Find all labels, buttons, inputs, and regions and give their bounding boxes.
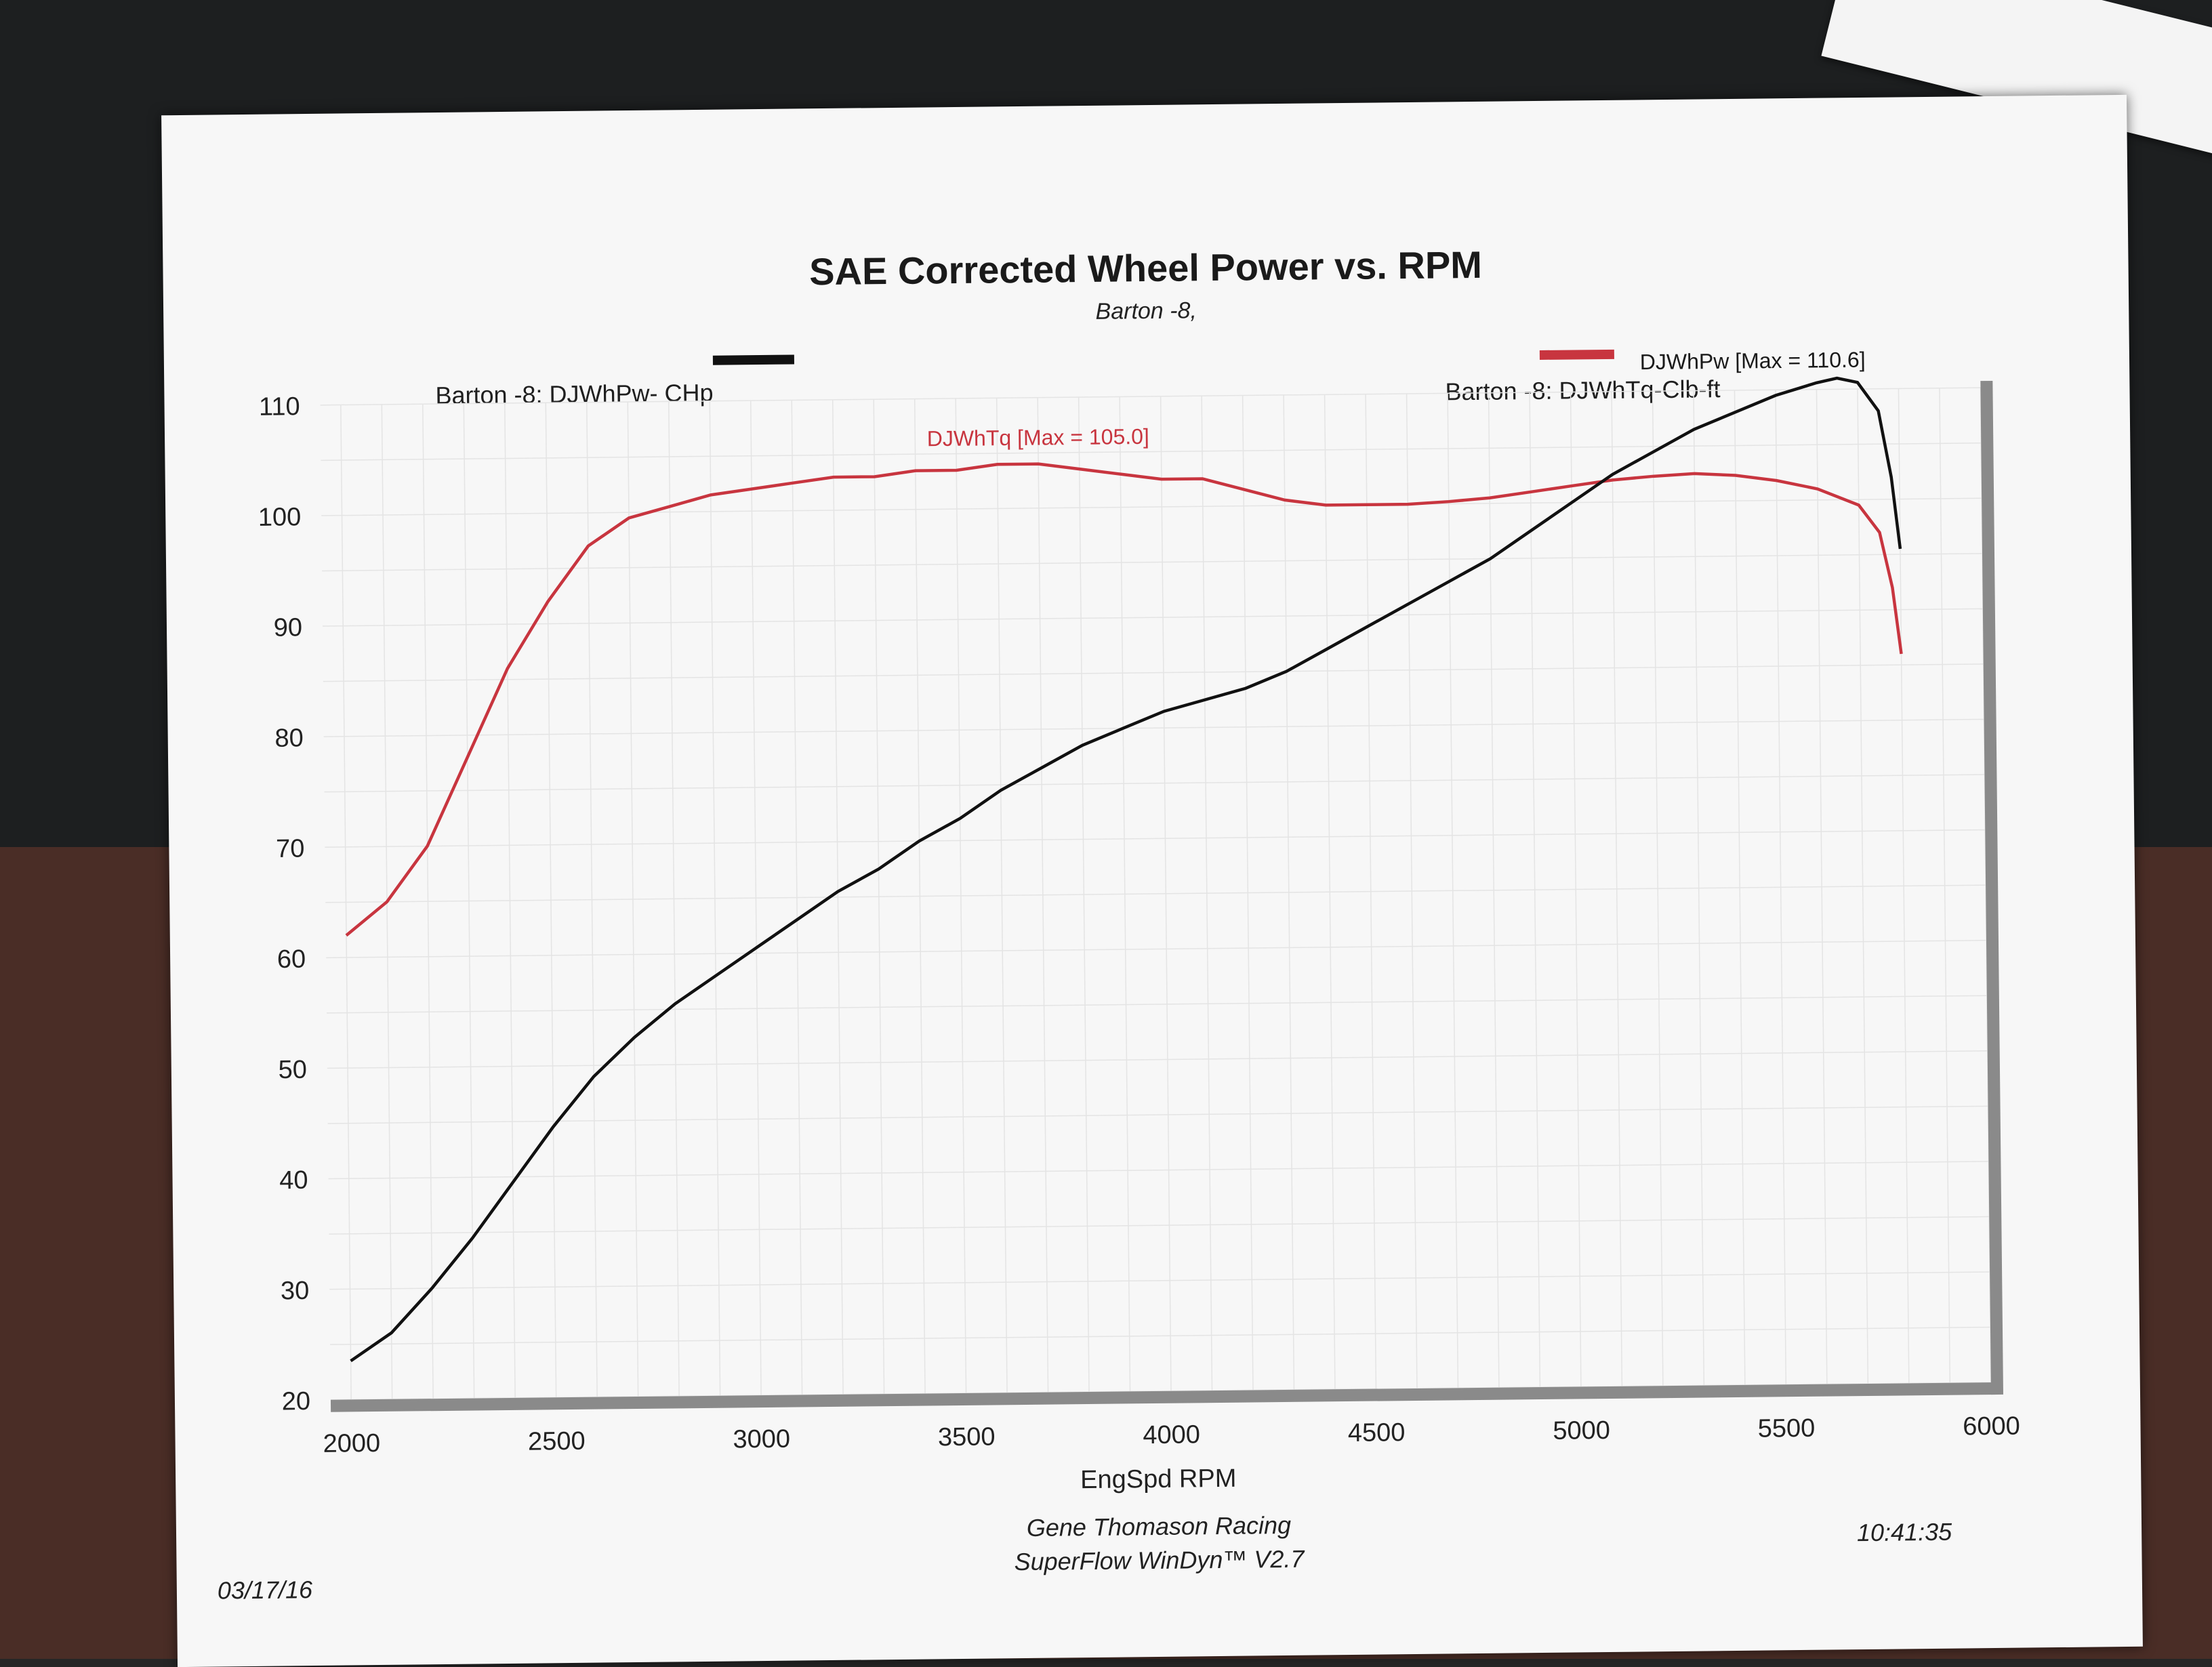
right-axis-bar: [1980, 380, 2004, 1395]
y-tick-label: 110: [259, 392, 300, 421]
x-axis-ticks: 2000 2500 3000 3500 4000 4500 5000 5500 6000: [323, 1412, 2020, 1458]
x-tick-label: 3500: [938, 1422, 996, 1452]
grid-line-y: [326, 995, 1987, 1014]
y-tick-label: 20: [281, 1387, 310, 1416]
series-line-power: [350, 376, 1902, 1363]
y-tick-label: 80: [274, 724, 304, 752]
grid-line-y: [323, 718, 1984, 737]
x-tick-label: 4000: [1143, 1420, 1200, 1449]
dyno-printout: SAE Corrected Wheel Power vs. RPM Barton…: [161, 94, 2143, 1667]
chart-title: SAE Corrected Wheel Power vs. RPM: [809, 243, 1482, 293]
footer-shop-name: Gene Thomason Racing: [1027, 1511, 1292, 1542]
y-tick-label: 50: [278, 1056, 307, 1084]
grid-line-y: [329, 1216, 1990, 1235]
y-tick-label: 30: [281, 1277, 310, 1305]
y-tick-label: 60: [277, 945, 306, 974]
grid-line-y: [324, 774, 1985, 793]
x-tick-label: 2000: [323, 1429, 380, 1458]
grid-line-y: [330, 1326, 1990, 1345]
grid-line-y: [323, 663, 1984, 682]
x-axis-label: EngSpd RPM: [1080, 1464, 1237, 1494]
series-line-torque: [345, 462, 1903, 937]
y-tick-label: 100: [258, 503, 302, 532]
grid-lines: [320, 387, 1992, 1401]
legend-label-power: Barton -8: DJWhPw- CHp: [435, 379, 714, 409]
legend-label-torque: Barton -8: DJWhTq-Clb-ft: [1445, 375, 1721, 405]
grid-line-y: [321, 442, 1982, 461]
y-tick-label: 40: [279, 1166, 308, 1195]
footer-date: 03/17/16: [218, 1576, 314, 1604]
legend-swatch-power: [712, 354, 794, 365]
grid-line-y: [325, 829, 1986, 848]
x-tick-label: 5500: [1758, 1414, 1816, 1443]
torque-max-annotation: DJWhTq [Max = 105.0]: [927, 424, 1149, 451]
x-tick-label: 5000: [1553, 1416, 1610, 1445]
grid-line-y: [320, 387, 1981, 406]
grid-line-y: [329, 1271, 1990, 1290]
y-tick-label: 70: [276, 835, 305, 863]
footer-time: 10:41:35: [1857, 1518, 1953, 1546]
grid-line-y: [321, 497, 1982, 516]
grid-line-y: [325, 884, 1986, 903]
grid-line-y: [326, 939, 1986, 959]
chart-subtitle: Barton -8,: [1095, 297, 1197, 325]
footer-software: SuperFlow WinDyn™ V2.7: [1014, 1545, 1305, 1576]
grid-line-y: [327, 1105, 1988, 1124]
grid-line-y: [327, 1050, 1988, 1069]
x-tick-label: 4500: [1348, 1418, 1406, 1447]
x-tick-label: 6000: [1963, 1412, 2020, 1441]
power-max-annotation: DJWhPw [Max = 110.6]: [1640, 348, 1866, 374]
dyno-chart: SAE Corrected Wheel Power vs. RPM Barton…: [218, 243, 2020, 1605]
y-axis-ticks: 20 30 40 50 60 70 80 90 100 110: [258, 392, 311, 1416]
legend-swatch-torque: [1539, 349, 1614, 360]
x-axis-bar: [330, 1382, 1999, 1412]
grid-line-y: [322, 553, 1983, 572]
y-tick-label: 90: [274, 613, 303, 642]
grid-line-y: [328, 1161, 1989, 1180]
x-tick-label: 2500: [528, 1427, 586, 1456]
x-tick-label: 3000: [733, 1425, 790, 1454]
grid-line-y: [322, 608, 1983, 627]
